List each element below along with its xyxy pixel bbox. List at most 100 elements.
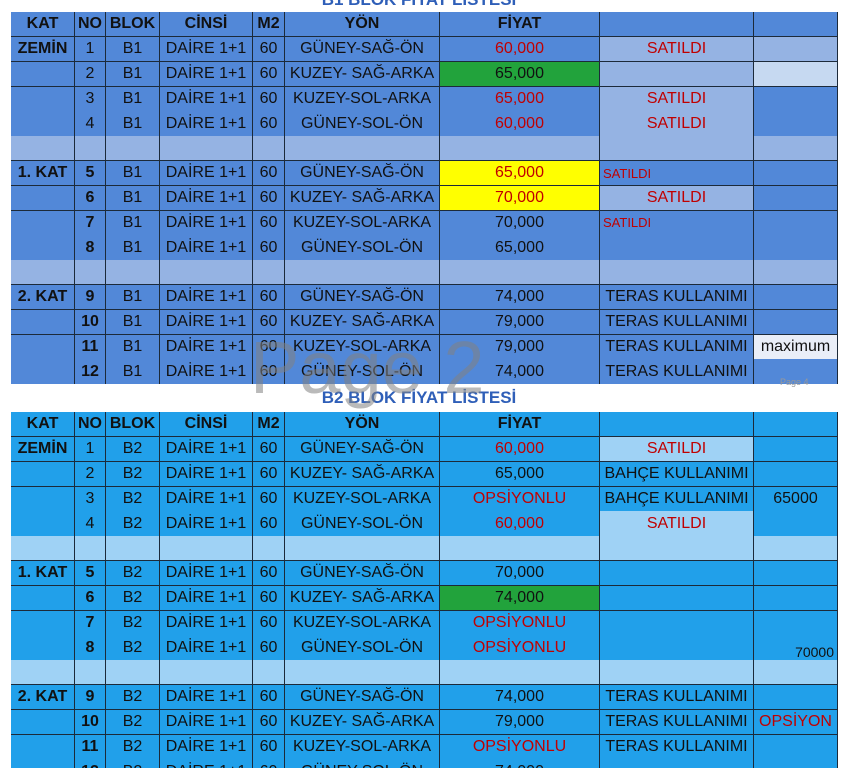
cell xyxy=(440,660,600,686)
table-cell: 74,000 xyxy=(440,359,600,385)
table-cell: 70,000 xyxy=(440,185,600,212)
cell xyxy=(754,210,838,236)
cell xyxy=(11,461,75,488)
cell xyxy=(11,359,75,385)
cell xyxy=(75,660,106,686)
cell xyxy=(11,111,75,137)
table-cell: 60 xyxy=(253,486,285,512)
cell xyxy=(253,536,285,562)
table-cell: 4 xyxy=(75,511,106,537)
header-cell: NO xyxy=(75,412,106,437)
cell xyxy=(600,260,754,286)
table-cell: ZEMİN xyxy=(11,437,75,463)
cell xyxy=(253,260,285,286)
table-cell: B2 xyxy=(106,635,160,661)
header-cell: NO xyxy=(75,12,106,37)
table-cell: GÜNEY-SOL-ÖN xyxy=(285,235,440,261)
cell xyxy=(160,136,253,162)
table-cell: 11 xyxy=(75,334,106,360)
header-cell: FİYAT xyxy=(440,12,600,37)
table-cell: 60 xyxy=(253,437,285,463)
table-cell: DAİRE 1+1 xyxy=(160,161,253,187)
table-cell: 6 xyxy=(75,185,106,212)
table-cell: KUZEY-SOL-ARKA xyxy=(285,210,440,236)
table-cell: 5 xyxy=(75,561,106,587)
table-cell: DAİRE 1+1 xyxy=(160,37,253,63)
table-cell: KUZEY- SAĞ-ARKA xyxy=(285,309,440,336)
cell xyxy=(600,610,754,636)
cell xyxy=(285,260,440,286)
cell xyxy=(106,660,160,686)
cell xyxy=(285,136,440,162)
cell xyxy=(11,610,75,636)
cell xyxy=(440,260,600,286)
table-cell: 60 xyxy=(253,685,285,711)
cell xyxy=(11,759,75,768)
cell xyxy=(11,334,75,360)
table-cell: DAİRE 1+1 xyxy=(160,285,253,311)
table-cell: KUZEY-SOL-ARKA xyxy=(285,86,440,112)
table-cell: B2 xyxy=(106,561,160,587)
table-cell: 60 xyxy=(253,610,285,636)
section-title: B2 BLOK FİYAT LİSTESİ xyxy=(0,384,838,412)
cell xyxy=(285,536,440,562)
table-cell: 2. KAT xyxy=(11,285,75,311)
table-cell: GÜNEY-SAĞ-ÖN xyxy=(285,437,440,463)
cell xyxy=(11,61,75,88)
table-cell: 60 xyxy=(253,635,285,661)
cell xyxy=(600,561,754,587)
header-cell: YÖN xyxy=(285,412,440,437)
table-cell: B2 xyxy=(106,734,160,760)
table-cell: KUZEY-SOL-ARKA xyxy=(285,610,440,636)
table-cell: 65,000 xyxy=(440,61,600,88)
table-cell: 74,000 xyxy=(440,685,600,711)
header-cell: CİNSİ xyxy=(160,412,253,437)
table-cell: B2 xyxy=(106,759,160,768)
table-cell: DAİRE 1+1 xyxy=(160,759,253,768)
table-cell: 12 xyxy=(75,359,106,385)
cell xyxy=(11,536,75,562)
table-cell: TERAS KULLANIMI xyxy=(600,285,754,311)
table-cell: B1 xyxy=(106,161,160,187)
table-cell: TERAS KULLANIMI xyxy=(600,734,754,760)
table-cell: OPSİYON xyxy=(754,709,838,736)
table-cell: KUZEY- SAĞ-ARKA xyxy=(285,61,440,88)
table-cell: GÜNEY-SOL-ÖN xyxy=(285,111,440,137)
table-cell: 60 xyxy=(253,709,285,736)
table-cell: 79,000 xyxy=(440,334,600,360)
cell xyxy=(440,536,600,562)
cell xyxy=(75,260,106,286)
table-cell: ZEMİN xyxy=(11,37,75,63)
table-cell: 70,000 xyxy=(440,210,600,236)
header-cell: YÖN xyxy=(285,12,440,37)
table-cell: SATILDI xyxy=(600,111,754,137)
table-cell: 10 xyxy=(75,309,106,336)
cell xyxy=(754,285,838,311)
table-cell: SATILDI xyxy=(600,161,754,187)
table-cell: DAİRE 1+1 xyxy=(160,486,253,512)
table-cell: SATILDI xyxy=(600,37,754,63)
table-cell: B1 xyxy=(106,235,160,261)
cell xyxy=(440,136,600,162)
table-cell: OPSİYONLU xyxy=(440,734,600,760)
table-cell: GÜNEY-SAĞ-ÖN xyxy=(285,161,440,187)
table-cell: 60 xyxy=(253,511,285,537)
table-cell: 60 xyxy=(253,359,285,385)
table-cell: KUZEY- SAĞ-ARKA xyxy=(285,585,440,612)
cell xyxy=(754,734,838,760)
cell xyxy=(11,210,75,236)
cell xyxy=(754,86,838,112)
table-cell: KUZEY-SOL-ARKA xyxy=(285,486,440,512)
cell xyxy=(754,185,838,212)
table-cell: 60,000 xyxy=(440,511,600,537)
cell xyxy=(754,511,838,537)
cell xyxy=(754,37,838,63)
table-cell: B1 xyxy=(106,111,160,137)
cell xyxy=(106,260,160,286)
table-cell: 5 xyxy=(75,161,106,187)
table-cell: maximum xyxy=(754,334,838,360)
table-cell: DAİRE 1+1 xyxy=(160,309,253,336)
header-cell: BLOK xyxy=(106,12,160,37)
table-cell: 65,000 xyxy=(440,86,600,112)
